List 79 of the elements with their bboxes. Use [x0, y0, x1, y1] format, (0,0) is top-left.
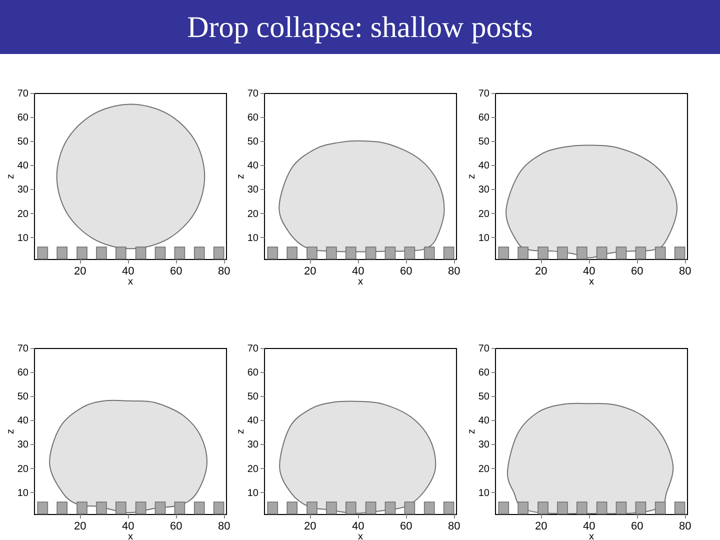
text: Drop collapse: shallow posts: [0, 0, 720, 54]
y-tick-label: 70: [17, 88, 29, 100]
y-tick-label: 40: [247, 416, 259, 427]
x-axis-title: x: [128, 532, 133, 540]
y-tick-label: 40: [478, 160, 490, 172]
y-axis-title: z: [466, 174, 478, 179]
y-tick-label: 70: [478, 344, 490, 354]
y-axis-title: z: [466, 429, 478, 434]
x-tick-label: 80: [218, 266, 230, 278]
x-tick-label: 80: [448, 266, 460, 278]
x-axis-title: x: [589, 532, 594, 540]
y-tick-label: 10: [247, 232, 259, 244]
x-tick-label: 40: [352, 520, 364, 532]
y-tick-label: 10: [478, 488, 490, 499]
x-tick-label: 20: [304, 266, 316, 278]
x-axis-title: x: [358, 276, 363, 288]
x-tick-label: 80: [218, 520, 230, 532]
x-tick-label: 80: [678, 520, 692, 532]
x-tick-label: 20: [304, 520, 316, 532]
y-tick-label: 40: [17, 416, 29, 427]
x-axis-title: x: [589, 276, 594, 288]
y-tick-label: 60: [17, 368, 29, 379]
x-tick-label: 40: [122, 520, 134, 532]
x-tick-label: 60: [400, 266, 412, 278]
y-tick-label: 20: [478, 208, 490, 220]
x-tick-label: 80: [448, 520, 460, 532]
y-tick-label: 70: [478, 88, 490, 100]
y-tick-label: 60: [247, 112, 259, 124]
x-tick-label: 20: [534, 266, 548, 278]
y-axis-title: z: [235, 429, 246, 434]
x-tick-label: 60: [170, 520, 182, 532]
y-tick-label: 20: [17, 464, 29, 475]
y-tick-label: 30: [247, 184, 259, 196]
y-tick-label: 70: [247, 88, 259, 100]
x-tick-label: 40: [582, 266, 596, 278]
y-tick-label: 40: [247, 160, 259, 172]
x-tick-label: 20: [74, 520, 86, 532]
y-tick-label: 60: [478, 368, 490, 379]
y-tick-label: 50: [17, 392, 29, 403]
y-tick-label: 30: [478, 184, 490, 196]
y-tick-label: 20: [247, 464, 259, 475]
y-tick-label: 50: [478, 136, 490, 148]
y-tick-label: 60: [17, 112, 29, 124]
y-tick-label: 60: [478, 112, 490, 124]
x-tick-label: 80: [678, 266, 692, 278]
y-tick-label: 70: [17, 344, 29, 354]
y-tick-label: 50: [17, 136, 29, 148]
x-axis-title: x: [358, 532, 363, 540]
y-tick-label: 40: [17, 160, 29, 172]
x-tick-label: 20: [534, 520, 548, 532]
x-tick-label: 20: [74, 266, 86, 278]
y-tick-label: 50: [247, 392, 259, 403]
x-tick-label: 60: [400, 520, 412, 532]
y-axis-title: z: [5, 429, 16, 434]
y-tick-label: 60: [247, 368, 259, 379]
y-tick-label: 50: [478, 392, 490, 403]
y-tick-label: 30: [17, 184, 29, 196]
x-tick-label: 60: [630, 520, 644, 532]
y-tick-label: 30: [478, 440, 490, 451]
y-tick-label: 50: [247, 136, 259, 148]
y-tick-label: 20: [247, 208, 259, 220]
y-tick-label: 10: [17, 232, 29, 244]
y-tick-label: 70: [247, 344, 259, 354]
y-tick-label: 20: [478, 464, 490, 475]
y-tick-label: 30: [17, 440, 29, 451]
x-tick-label: 40: [582, 520, 596, 532]
y-tick-label: 10: [247, 488, 259, 499]
y-axis-title: z: [235, 174, 246, 179]
x-tick-label: 60: [630, 266, 644, 278]
y-tick-label: 10: [478, 232, 490, 244]
x-axis-title: x: [128, 276, 133, 288]
y-tick-label: 20: [17, 208, 29, 220]
x-tick-label: 40: [122, 266, 134, 278]
x-tick-label: 40: [352, 266, 364, 278]
x-tick-label: 60: [170, 266, 182, 278]
y-tick-label: 40: [478, 416, 490, 427]
y-tick-label: 10: [17, 488, 29, 499]
y-tick-label: 30: [247, 440, 259, 451]
y-axis-title: z: [5, 174, 16, 179]
